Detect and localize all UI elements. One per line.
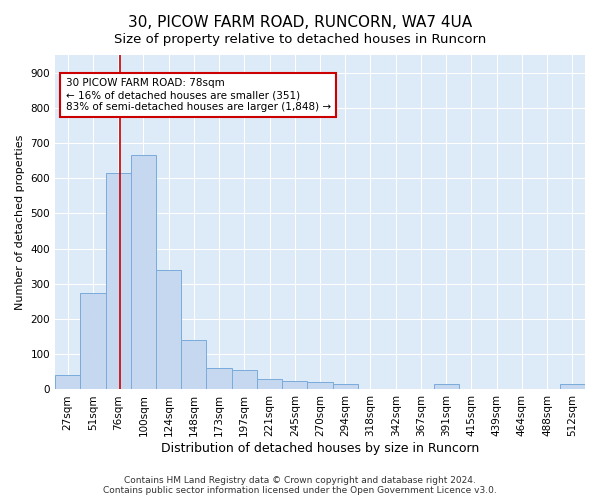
- Text: Contains HM Land Registry data © Crown copyright and database right 2024.
Contai: Contains HM Land Registry data © Crown c…: [103, 476, 497, 495]
- Bar: [206, 368, 232, 390]
- Bar: [156, 270, 181, 390]
- Bar: [232, 370, 257, 390]
- Bar: [282, 380, 307, 390]
- Bar: [106, 173, 131, 390]
- Bar: [181, 340, 206, 390]
- Text: 30 PICOW FARM ROAD: 78sqm
← 16% of detached houses are smaller (351)
83% of semi: 30 PICOW FARM ROAD: 78sqm ← 16% of detac…: [65, 78, 331, 112]
- Bar: [131, 156, 156, 390]
- Bar: [434, 384, 459, 390]
- Bar: [80, 292, 106, 390]
- Bar: [560, 384, 585, 390]
- Bar: [307, 382, 332, 390]
- Bar: [55, 376, 80, 390]
- Bar: [332, 384, 358, 390]
- Bar: [257, 379, 282, 390]
- Text: 30, PICOW FARM ROAD, RUNCORN, WA7 4UA: 30, PICOW FARM ROAD, RUNCORN, WA7 4UA: [128, 15, 472, 30]
- X-axis label: Distribution of detached houses by size in Runcorn: Distribution of detached houses by size …: [161, 442, 479, 455]
- Text: Size of property relative to detached houses in Runcorn: Size of property relative to detached ho…: [114, 32, 486, 46]
- Y-axis label: Number of detached properties: Number of detached properties: [15, 134, 25, 310]
